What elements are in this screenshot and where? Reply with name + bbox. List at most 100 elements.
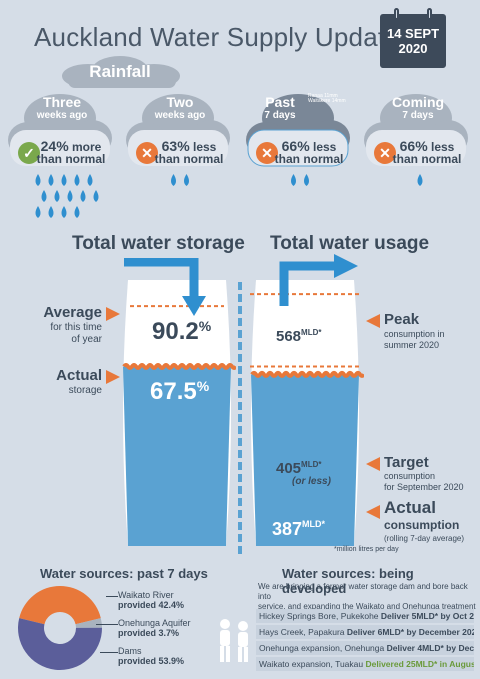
source-waikato: Waikato River provided 42.4%: [118, 590, 184, 610]
project-name: Onehunga expansion, Onehunga: [259, 643, 385, 653]
actual-usage-sub1: consumption: [384, 518, 460, 532]
divider: [238, 282, 242, 554]
project-deliver: Deliver 4MLD*: [386, 643, 444, 653]
rain-drops: [35, 174, 423, 218]
storage-average-value: 90.2%: [152, 318, 211, 346]
rain-value-suffix: than normal: [274, 152, 344, 166]
source-pct: provided 42.4%: [118, 600, 185, 610]
project-by: in August 2020: [439, 659, 474, 669]
source-name: Waikato River: [118, 590, 174, 600]
rain-cloud-two-weeks: Two weeks ago ✕ 63% less than normal: [124, 90, 232, 176]
rain-drop-icon: [184, 174, 189, 186]
actual-number: 67.5: [150, 378, 197, 405]
actual-usage-unit: MLD*: [302, 519, 326, 529]
project-row: Waikato expansion, Tuakau Delivered 25ML…: [256, 657, 474, 671]
project-row: Hays Creek, Papakura Deliver 6MLD* by De…: [256, 625, 474, 639]
actual-pointer-icon: [106, 370, 120, 384]
source-pct: provided 53.9%: [118, 656, 185, 666]
leader-line: [100, 652, 118, 653]
date-year: 2020: [398, 41, 428, 56]
actual-storage-label: Actual: [56, 367, 102, 384]
period-line1: Past: [265, 94, 295, 110]
period-line1: Two: [166, 94, 194, 110]
usage-tank: [250, 280, 364, 546]
project-name: Hays Creek, Papakura: [259, 627, 345, 637]
source-onehunga: Onehunga Aquifer provided 3.7%: [118, 618, 191, 638]
rain-drop-icon: [74, 174, 80, 186]
period-note: Ranaa 11mm Waitakere 14mm: [308, 93, 346, 104]
sources-donut-chart: [18, 586, 102, 670]
rain-drop-icon: [48, 174, 54, 186]
rain-drop-icon: [41, 190, 47, 202]
rain-drop-icon: [417, 174, 423, 186]
actual-storage-sublabel: storage: [68, 385, 102, 396]
target-number: 405: [276, 460, 302, 477]
actual-usage-pointer-icon: [366, 505, 380, 519]
rain-drop-icon: [35, 206, 41, 218]
target-note: (or less): [292, 476, 331, 487]
rain-drop-icon: [291, 174, 296, 186]
cross-icon: ✕: [256, 142, 278, 164]
rain-cloud-three-weeks: Three weeks ago ✓ 24% more than normal: [6, 90, 114, 176]
rainfall-cloud-icon: [62, 56, 180, 88]
rainfall-label: Rainfall: [89, 62, 151, 81]
rain-drop-icon: [54, 190, 60, 202]
rain-drop-icon: [171, 174, 176, 186]
rain-value-suffix: than normal: [36, 152, 106, 166]
leader-line: [106, 596, 118, 597]
rain-value-suffix: than normal: [392, 152, 462, 166]
rain-value-rest: less: [427, 140, 455, 154]
rain-drop-icon: [87, 174, 93, 186]
rain-drop-icon: [80, 190, 86, 202]
actual-usage-value: 387MLD*: [272, 519, 325, 540]
leader-line: [96, 624, 118, 625]
target-sub1: consumption: [384, 471, 436, 481]
peak-number: 568: [276, 328, 302, 345]
peak-pointer-icon: [366, 314, 380, 328]
calendar-ring-icon: [427, 8, 432, 20]
target-pointer-icon: [366, 457, 380, 471]
project-deliver: Delivered 25MLD*: [365, 659, 438, 669]
average-pointer-icon: [106, 307, 120, 321]
project-by: by December 2020: [406, 627, 474, 637]
rain-drop-icon: [67, 190, 73, 202]
period-line2: weeks ago: [36, 110, 88, 121]
target-unit: MLD*: [301, 460, 322, 469]
storage-inflow-arrow-icon: [124, 258, 206, 316]
rain-value: 24%: [40, 138, 69, 154]
project-deliver: Deliver 6MLD*: [346, 627, 405, 637]
peak-value: 568MLD*: [276, 328, 321, 345]
average-sublabel: for this time of year: [32, 322, 102, 346]
peak-sub1: consumption in: [384, 329, 445, 339]
date-day: 14 SEPT: [386, 26, 440, 41]
project-name: Waikato expansion, Tuakau: [259, 659, 364, 669]
project-by: by Oct 2020: [440, 611, 474, 621]
calendar-ring-icon: [394, 8, 399, 20]
usage-footnote: *million litres per day: [334, 546, 399, 553]
cross-icon: ✕: [136, 142, 158, 164]
rain-drop-icon: [61, 206, 67, 218]
period-line2: 7 days: [264, 110, 296, 121]
source-dams: Dams provided 53.9%: [118, 646, 184, 666]
project-deliver: Deliver 5MLD*: [380, 611, 439, 621]
cross-icon: ✕: [374, 142, 396, 164]
period-line2: weeks ago: [154, 110, 206, 121]
average-sub1: for this time: [50, 322, 102, 333]
average-unit: %: [198, 318, 212, 334]
project-row: Onehunga expansion, Onehunga Deliver 4ML…: [256, 641, 474, 655]
project-row: Hickey Springs Bore, Pukekohe Deliver 5M…: [256, 609, 474, 623]
rain-value: 63%: [161, 138, 190, 154]
rain-drop-icon: [74, 206, 80, 218]
rain-drop-icon: [304, 174, 309, 186]
peak-label: Peak: [384, 311, 420, 328]
workers-illustration-icon: [220, 619, 248, 662]
page-title: Auckland Water Supply Update: [34, 22, 400, 52]
check-icon: ✓: [18, 142, 40, 164]
period-line1: Coming: [391, 94, 445, 110]
rain-value-suffix: than normal: [154, 152, 224, 166]
target-value: 405MLD*: [276, 460, 321, 477]
rain-value-rest: less: [189, 140, 217, 154]
project-name: Hickey Springs Bore, Pukekohe: [259, 611, 379, 621]
date-calendar: 14 SEPT 2020: [380, 8, 446, 68]
rain-drop-icon: [35, 174, 41, 186]
